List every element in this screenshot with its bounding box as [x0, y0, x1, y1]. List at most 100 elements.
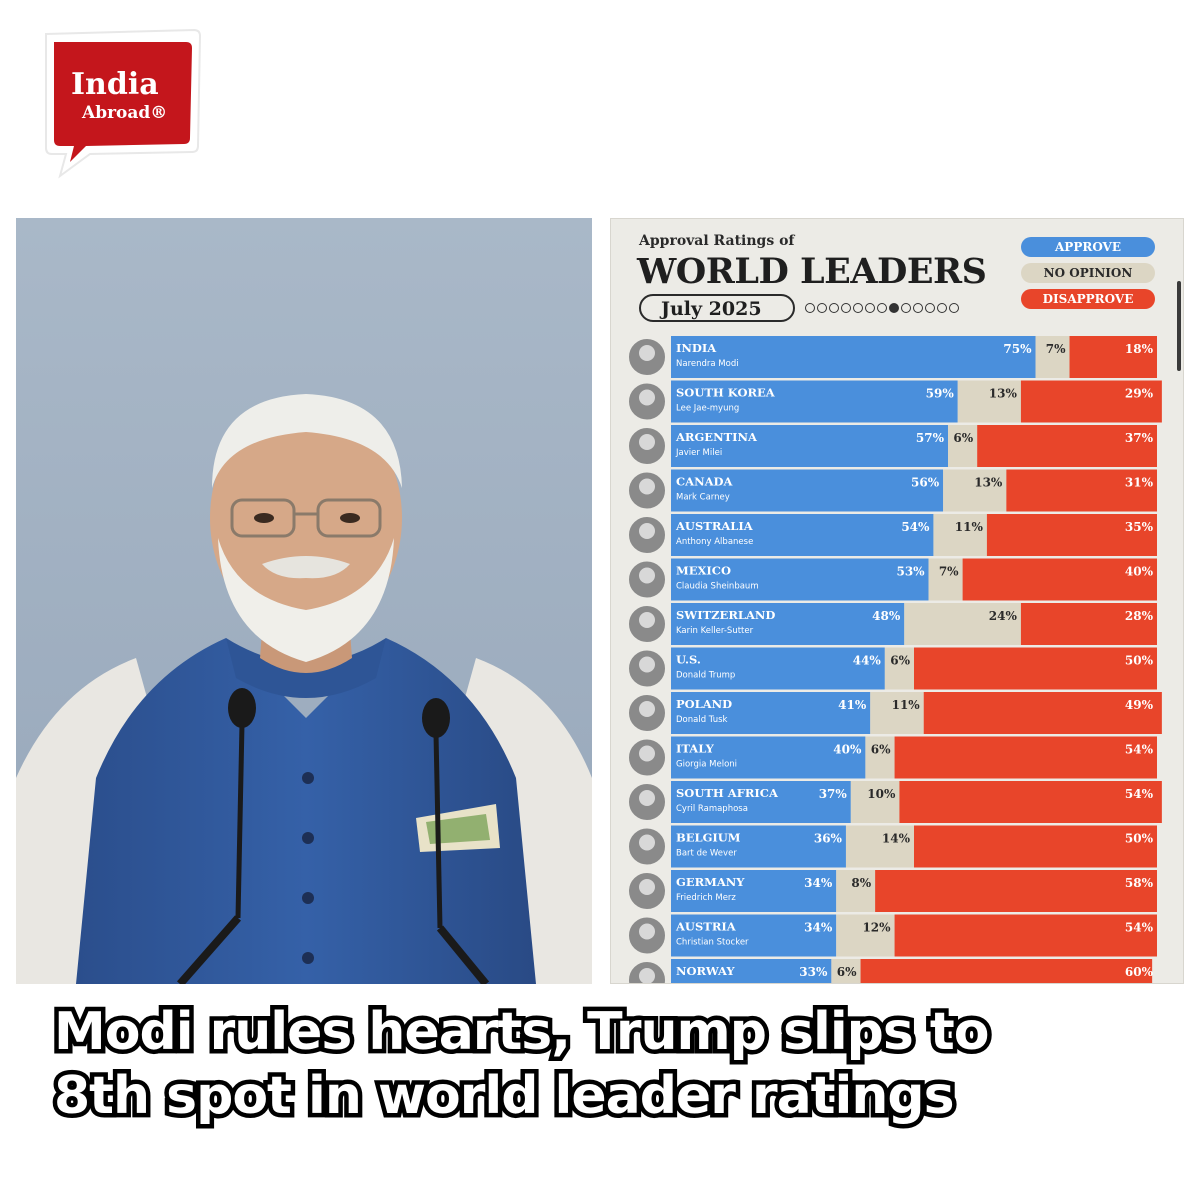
bar-segment-approve	[671, 603, 905, 645]
chart-subtitle: Approval Ratings of	[639, 233, 795, 249]
leader-name-label: Javier Milei	[675, 448, 722, 458]
data-label: 28%	[1125, 609, 1154, 623]
data-label: 8%	[851, 876, 871, 890]
data-label: 48%	[872, 609, 901, 623]
data-label: 59%	[926, 387, 955, 401]
leader-name-label: Donald Trump	[676, 671, 735, 681]
date-pill[interactable]: July 2025	[639, 294, 795, 322]
page-dot[interactable]	[853, 303, 863, 313]
leader-name-label: Giorgia Meloni	[676, 760, 737, 770]
data-label: 57%	[916, 431, 945, 445]
data-label: 75%	[1003, 342, 1032, 356]
data-label: 50%	[1125, 654, 1154, 668]
data-label: 58%	[1125, 876, 1154, 890]
page-dots	[805, 303, 959, 315]
bar-segment-approve	[671, 692, 871, 734]
data-label: 37%	[1125, 431, 1154, 445]
data-label: 35%	[1125, 520, 1154, 534]
bar-segment-no-opinion	[904, 603, 1021, 645]
legend-no-opinion: NO OPINION	[1021, 263, 1155, 283]
scrollbar[interactable]	[1177, 281, 1181, 371]
data-label: 6%	[890, 654, 910, 668]
bar-segment-approve	[671, 425, 949, 467]
bar-segment-no-opinion	[836, 870, 876, 912]
bar-segment-disapprove	[1069, 336, 1157, 378]
page-dot[interactable]	[949, 303, 959, 313]
data-label: 7%	[1046, 342, 1066, 356]
leader-name-label: Narendra Modi	[676, 359, 739, 369]
country-label: U.S.	[676, 653, 701, 667]
data-label: 60%	[1125, 965, 1154, 979]
data-label: 54%	[1125, 921, 1154, 935]
page-dot[interactable]	[889, 303, 899, 313]
legend-approve: APPROVE	[1021, 237, 1155, 257]
leader-name-label: Friedrich Merz	[676, 893, 736, 903]
bar-segment-approve	[671, 959, 832, 983]
leader-name-label: Christian Stocker	[676, 938, 749, 948]
bar-segment-disapprove	[914, 825, 1157, 868]
bar-segment-no-opinion	[845, 825, 914, 868]
bar-segment-approve	[671, 469, 944, 512]
leader-name-label: Claudia Sheinbaum	[676, 582, 759, 592]
data-label: 41%	[838, 698, 867, 712]
brand-name-line2: Abroad®	[82, 103, 168, 123]
chart-title: WORLD LEADERS	[637, 251, 987, 292]
page-dot[interactable]	[901, 303, 911, 313]
headline-line1: Modi rules hearts, Trump slips to	[50, 998, 995, 1067]
leader-face-icon	[639, 523, 655, 539]
page-dot[interactable]	[829, 303, 839, 313]
leader-face-icon	[639, 968, 655, 983]
page-dot[interactable]	[841, 303, 851, 313]
bar-segment-approve	[671, 647, 885, 690]
data-label: 33%	[799, 965, 828, 979]
leader-name-label: Lee Jae-myung	[676, 404, 739, 414]
page-dot[interactable]	[937, 303, 947, 313]
country-label: SOUTH AFRICA	[676, 786, 779, 800]
data-label: 11%	[892, 698, 921, 712]
country-label: ITALY	[676, 742, 715, 756]
page-dot[interactable]	[913, 303, 923, 313]
leader-name-label: Bart de Wever	[676, 849, 737, 859]
data-label: 44%	[853, 654, 882, 668]
data-label: 13%	[989, 387, 1018, 401]
data-label: 11%	[955, 520, 984, 534]
page-dot[interactable]	[877, 303, 887, 313]
leader-name-label: Anthony Albanese	[676, 537, 753, 547]
data-label: 6%	[837, 965, 857, 979]
data-label: 10%	[867, 787, 896, 801]
bar-segment-approve	[671, 380, 958, 423]
country-label: BELGIUM	[676, 831, 741, 845]
bar-segment-disapprove	[894, 736, 1157, 779]
bar-segment-disapprove	[962, 558, 1157, 601]
data-label: 49%	[1125, 698, 1154, 712]
headline-line2: 8th spot in world leader ratings	[50, 1062, 960, 1131]
page-dot[interactable]	[865, 303, 875, 313]
bar-segment-no-opinion	[850, 781, 900, 823]
data-label: 40%	[1125, 565, 1154, 579]
page-dot[interactable]	[925, 303, 935, 313]
data-label: 36%	[814, 832, 843, 846]
page-dot[interactable]	[805, 303, 815, 313]
data-label: 54%	[1125, 787, 1154, 801]
page-dot[interactable]	[817, 303, 827, 313]
leader-photo	[16, 218, 592, 984]
data-label: 54%	[1125, 743, 1154, 757]
country-label: SOUTH KOREA	[676, 386, 776, 400]
data-label: 54%	[901, 520, 930, 534]
bar-segment-no-opinion	[870, 692, 924, 734]
bar-segment-approve	[671, 558, 929, 601]
leader-name-label: Karin Keller-Sutter	[676, 626, 754, 636]
country-label: CANADA	[676, 475, 733, 489]
stacked-bar-chart: 75% 7% 18% INDIA Narendra Modi 59% 13% 29% SOUTH…	[627, 336, 1162, 983]
country-label: INDIA	[676, 341, 717, 355]
leader-face-icon	[639, 879, 655, 895]
data-label: 56%	[911, 476, 940, 490]
chart-date: July 2025	[661, 298, 762, 320]
country-label: ARGENTINA	[675, 430, 758, 444]
bar-segment-no-opinion	[865, 736, 895, 779]
bar-segment-no-opinion	[884, 647, 914, 690]
bar-segment-disapprove	[894, 914, 1157, 957]
leader-face-icon	[639, 345, 655, 361]
legend-disapprove: DISAPPROVE	[1021, 289, 1155, 309]
data-label: 12%	[862, 921, 891, 935]
